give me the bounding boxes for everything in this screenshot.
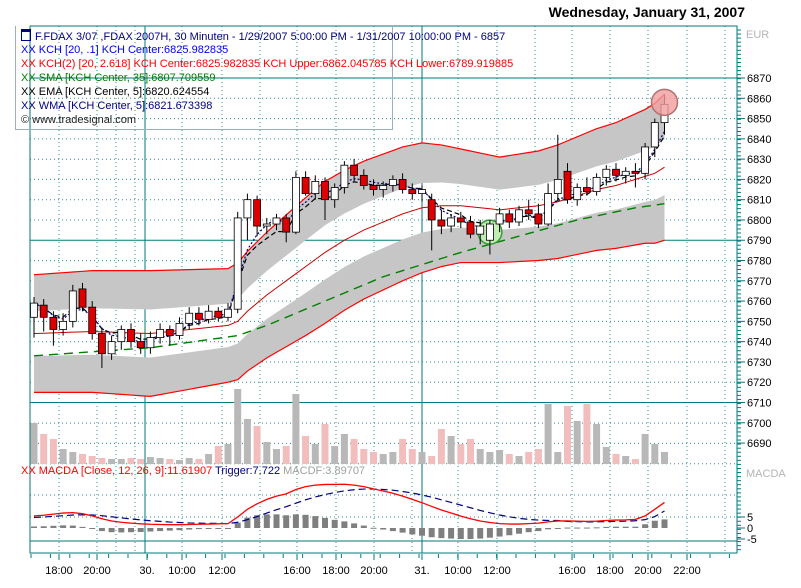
legend-line-5[interactable]: XX WMA [KCH Center, 5]:6821.673398 [21,100,213,112]
svg-text:6720: 6720 [747,377,771,389]
svg-text:18:00: 18:00 [45,565,73,577]
svg-text:12:00: 12:00 [208,565,236,577]
legend-line-3[interactable]: XX SMA [KCH Center, 35]:6807.709559 [21,72,216,84]
svg-text:30.: 30. [139,565,154,577]
svg-text:6700: 6700 [747,418,771,430]
page-title: Wednesday, January 31, 2007 [548,4,745,20]
svg-text:20:00: 20:00 [360,565,388,577]
svg-text:6780: 6780 [747,256,771,268]
legend-line-1[interactable]: XX KCH [20, .1] KCH Center:6825.982835 [21,44,229,56]
legend-box [15,26,393,130]
indicator-legend: F.FDAX 3/07 ,FDAX 2007H, 30 Minuten - 1/… [21,29,513,127]
time-axis[interactable]: 18:00 20:00 30. 10:00 12:00 16:00 18:00 20:00 31… [30,554,730,577]
macd-axis-unit: MACDA [746,468,786,480]
ema-line [33,135,666,340]
svg-text:6710: 6710 [747,397,771,409]
svg-text:6740: 6740 [747,337,771,349]
svg-text:6840: 6840 [747,134,771,146]
keltner-band-layer [33,93,665,397]
macd-legend-part-0[interactable]: XX MACDA [Close, 12, 26, 9]:11.61907 [21,465,216,477]
volume-layer [30,389,668,464]
svg-text:18:00: 18:00 [596,565,624,577]
svg-text:16:00: 16:00 [283,565,311,577]
svg-text:10:00: 10:00 [444,565,472,577]
svg-text:22:00: 22:00 [673,565,701,577]
svg-text:18:00: 18:00 [322,565,350,577]
price-axis[interactable]: EUR 6870 6860 6850 6840 6830 6820 6810 6800 6790 6… [737,29,787,551]
svg-text:6750: 6750 [747,316,771,328]
svg-text:6730: 6730 [747,357,771,369]
svg-text:31.: 31. [414,565,429,577]
svg-text:6850: 6850 [747,114,771,126]
kch-upper-line [33,93,665,276]
svg-text:10:00: 10:00 [168,565,196,577]
plot-frame [29,25,738,554]
legend-line-0[interactable]: F.FDAX 3/07 ,FDAX 2007H, 30 Minuten - 1/… [21,29,513,43]
macd-layer [31,483,668,539]
svg-text:6760: 6760 [747,296,771,308]
svg-text:5: 5 [747,512,753,524]
macd-legend: XX MACDA [Close, 12, 26, 9]:11.61907 Tri… [21,465,365,477]
top-marker-circle[interactable] [650,88,679,117]
svg-text:6860: 6860 [747,93,771,105]
svg-text:-5: -5 [747,534,757,546]
svg-text:6870: 6870 [747,73,771,85]
legend-line-6[interactable]: © www.tradesignal.com [21,114,137,126]
kch-center-line [33,166,665,335]
svg-text:20:00: 20:00 [83,565,111,577]
price-axis-unit: EUR [746,29,769,41]
legend-line-4[interactable]: XX EMA [KCH Center, 5]:6820.624554 [21,86,210,98]
macd-line [33,483,665,526]
kch-lower-line [34,239,665,397]
svg-text:12:00: 12:00 [483,565,511,577]
svg-text:0: 0 [747,523,753,535]
svg-text:6820: 6820 [747,174,771,186]
candles-layer[interactable] [30,94,669,369]
svg-text:6810: 6810 [747,195,771,207]
svg-text:16:00: 16:00 [558,565,586,577]
sma-line [33,203,665,357]
svg-text:6770: 6770 [747,276,771,288]
svg-text:6690: 6690 [747,438,771,450]
macd-legend-part-2[interactable]: MACDF:3.89707 [283,465,366,477]
macd-legend-part-1[interactable]: Trigger:7.722 [215,465,284,477]
svg-text:6800: 6800 [747,215,771,227]
chart-window-icon [21,29,31,41]
svg-text:20:00: 20:00 [634,565,662,577]
svg-text:6830: 6830 [747,154,771,166]
svg-text:6790: 6790 [747,235,771,247]
legend-line-2[interactable]: XX KCH(2) [20, 2.618] KCH Center:6825.98… [21,58,514,70]
macd-trigger-line [33,488,665,525]
